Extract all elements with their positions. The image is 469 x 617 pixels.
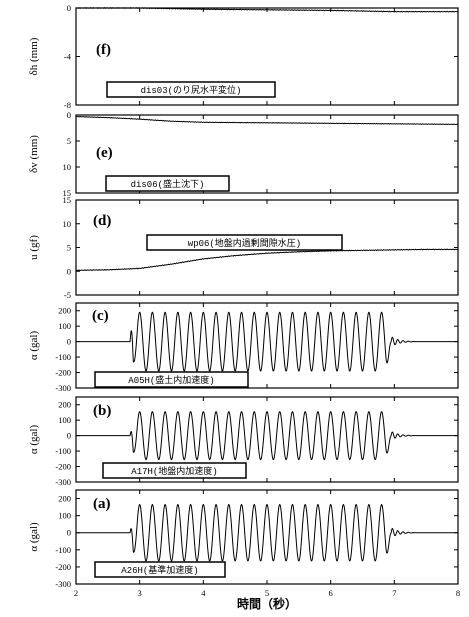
y-axis-label: α (gal) (28, 331, 40, 361)
y-tick-label: -300 (55, 477, 71, 487)
series-label-box (105, 175, 230, 192)
y-axis-label: α (gal) (28, 425, 40, 455)
panel-f: 0 -4 -8 δh (mm) (f) dis03(のり尻水平変位) (28, 3, 459, 110)
y-tick-label: -200 (55, 462, 71, 472)
signal-line (75, 7, 459, 13)
panel-d: -5 0 5 10 15 u (gf) (d) wp06(地盤内過剰間隙水圧) (28, 195, 459, 300)
x-tick-label: 2 (74, 588, 78, 598)
series-label: A05H(盛土内加速度) (128, 374, 214, 386)
y-tick-label: 0 (67, 3, 71, 13)
panel-letter: (e) (96, 145, 113, 161)
series-label: dis06(盛土沈下) (131, 178, 205, 190)
signal-line (75, 411, 459, 461)
y-tick-label: -4 (64, 52, 72, 62)
y-tick-label: 15 (63, 195, 72, 205)
y-tick-label: 0 (67, 431, 71, 441)
x-tick-label: 5 (265, 588, 269, 598)
panel-e: 0 5 10 15 δv (mm) (e) dis06(盛土沈下) (28, 110, 459, 198)
y-tick-label: 5 (67, 243, 71, 253)
panels-layer: 0 -4 -8 δh (mm) (f) dis03(のり尻水平変位) 0 5 10 15 δv (m… (28, 3, 459, 589)
y-tick-label: -300 (55, 579, 71, 589)
series-label: wp06(地盤内過剰間隙水圧) (188, 237, 301, 249)
y-tick-label: 100 (58, 321, 71, 331)
y-tick-label: 200 (58, 494, 71, 504)
series-label: A26H(基準加速度) (121, 564, 198, 576)
y-tick-label: 10 (63, 219, 72, 229)
y-axis-label: α (gal) (28, 522, 40, 552)
y-tick-label: 5 (67, 136, 71, 146)
y-axis-label: u (gf) (28, 235, 40, 260)
y-axis-label: δh (mm) (28, 37, 40, 75)
panel-a: 200 100 0 -100 -200 -300 α (gal) (a) A26H(基準加速度) (28, 489, 459, 589)
y-tick-label: -100 (55, 545, 71, 555)
y-tick-label: 100 (58, 511, 71, 521)
y-tick-label: 0 (67, 266, 71, 276)
y-tick-label: 15 (63, 188, 72, 198)
series-label: A17H(地盤内加速度) (131, 465, 217, 477)
panel-c: 200 100 0 -100 -200 -300 α (gal) (c) A05H(盛土内加速度… (28, 302, 459, 393)
y-tick-label: -100 (55, 352, 71, 362)
series-label-box (94, 371, 249, 388)
signal-line (75, 504, 459, 562)
x-tick-label: 4 (201, 588, 206, 598)
panel-letter: (b) (93, 403, 111, 419)
series-label-box (94, 561, 226, 578)
x-tick-label: 3 (138, 588, 142, 598)
signal-line (75, 311, 459, 372)
y-tick-label: 0 (67, 337, 71, 347)
x-axis: 2 3 4 5 6 7 8 (74, 588, 460, 598)
y-tick-label: 200 (58, 400, 71, 410)
y-tick-label: 0 (67, 110, 71, 120)
y-tick-label: 100 (58, 415, 71, 425)
y-axis-label: δv (mm) (28, 135, 40, 173)
signal-line (75, 248, 459, 272)
x-tick-label: 6 (329, 588, 333, 598)
y-tick-label: -8 (64, 100, 71, 110)
y-tick-label: 10 (63, 162, 72, 172)
y-tick-label: 200 (58, 306, 71, 316)
series-label-box (102, 462, 247, 479)
panel-letter: (c) (92, 308, 109, 324)
y-tick-label: -200 (55, 562, 71, 572)
y-tick-label: 0 (67, 528, 71, 538)
series-label-box (106, 81, 276, 98)
x-tick-label: 8 (456, 588, 460, 598)
panel-b: 200 100 0 -100 -200 -300 α (gal) (b) A17H(地盤内加速度… (28, 396, 459, 487)
y-tick-label: -300 (55, 383, 71, 393)
y-tick-label: -5 (64, 290, 71, 300)
series-label: dis03(のり尻水平変位) (141, 84, 242, 96)
series-label-box (146, 234, 343, 251)
signal-line (75, 115, 459, 126)
panel-letter: (f) (96, 42, 111, 58)
x-tick-label: 7 (392, 588, 396, 598)
x-axis-label: 時間（秒） (237, 596, 297, 611)
panel-letter: (a) (93, 496, 111, 512)
y-tick-label: -200 (55, 368, 71, 378)
panel-letter: (d) (93, 213, 111, 229)
y-tick-label: -100 (55, 446, 71, 456)
